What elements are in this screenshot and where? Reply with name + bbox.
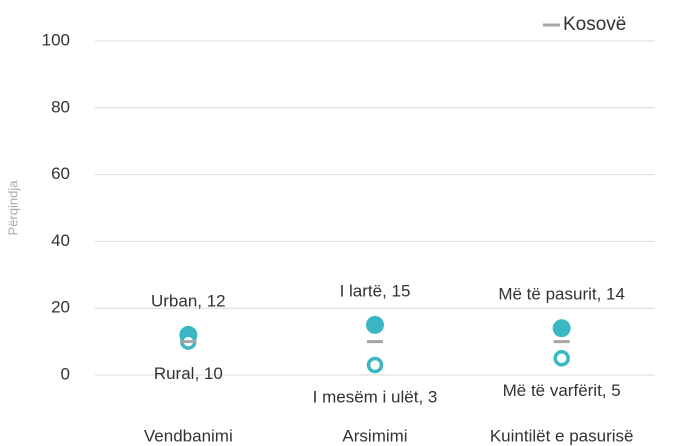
y-tick-label: 100: [42, 30, 70, 49]
x-tick-label: Vendbanimi: [144, 426, 233, 445]
y-tick-label: 20: [51, 298, 70, 317]
dot: [552, 319, 571, 338]
dot: [366, 315, 384, 334]
data-label: I lartë, 15: [340, 281, 411, 300]
data-label: Më të varfërit, 5: [503, 381, 621, 400]
data-label: Rural, 10: [154, 364, 223, 383]
data-label: Urban, 12: [151, 291, 226, 310]
y-tick-label: 40: [51, 231, 70, 250]
y-tick-label: 80: [51, 97, 70, 116]
open-dot: [553, 350, 570, 367]
y-axis-label: Përqindja: [5, 180, 20, 236]
x-tick-label: Kuintilët e pasurisë: [490, 426, 634, 445]
data-label: I mesëm i ulët, 3: [313, 387, 438, 406]
y-tick-label: 60: [51, 164, 70, 183]
x-tick-label: Arsimimi: [342, 426, 407, 445]
open-dot: [366, 356, 384, 374]
y-tick-label: 0: [61, 364, 70, 383]
data-label: Më të pasurit, 14: [498, 285, 625, 304]
legend-label: Kosovë: [563, 14, 626, 35]
